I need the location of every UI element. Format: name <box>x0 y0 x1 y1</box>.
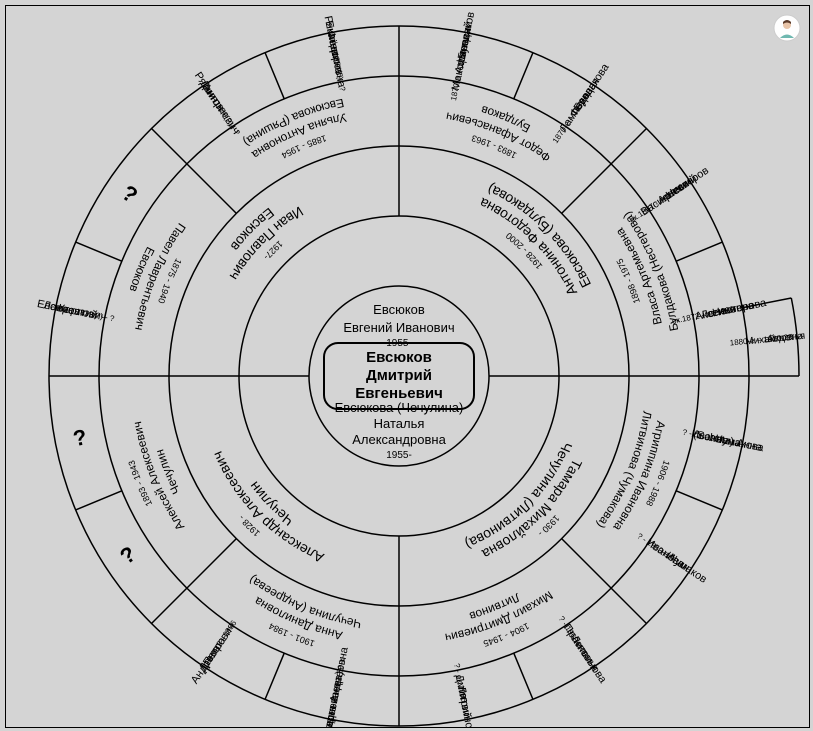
avatar-icon <box>773 14 801 42</box>
svg-text:?: ? <box>115 541 140 569</box>
svg-text:ок.1867 - ок.1960: ок.1867 - ок.1960 <box>628 182 686 225</box>
svg-text:?: ? <box>117 180 142 208</box>
svg-text:1955-: 1955- <box>386 338 412 349</box>
svg-text:Евсюков: Евсюков <box>366 349 432 366</box>
svg-text:Наталья: Наталья <box>374 416 425 431</box>
svg-text:1850(?) - ?: 1850(?) - ? <box>212 99 242 137</box>
svg-text:?: ? <box>71 424 89 451</box>
chart-frame: ЕвсюковДмитрийЕвгеньевичЕвсюковЕвгений И… <box>5 5 810 728</box>
svg-text:ок.1872 - ок.1960: ок.1872 - ок.1960 <box>671 304 735 325</box>
svg-text:Дмитрий: Дмитрий <box>366 367 432 384</box>
svg-text:Евсюкова (Чечулина): Евсюкова (Чечулина) <box>335 400 464 415</box>
svg-text:Александровна: Александровна <box>352 432 446 447</box>
genealogy-chart: ЕвсюковДмитрийЕвгеньевичЕвсюковЕвгений И… <box>6 6 809 727</box>
svg-text:1870-е – 1930-е: 1870-е – 1930-е <box>551 91 591 145</box>
svg-text:Евгений Иванович: Евгений Иванович <box>343 320 454 335</box>
svg-text:Евсюков: Евсюков <box>373 302 425 317</box>
svg-text:1870-е – 1930-е: 1870-е – 1930-е <box>449 42 469 102</box>
svg-text:1955-: 1955- <box>386 450 412 461</box>
svg-text:? - 1950-е гг.: ? - 1950-е гг. <box>635 531 678 564</box>
